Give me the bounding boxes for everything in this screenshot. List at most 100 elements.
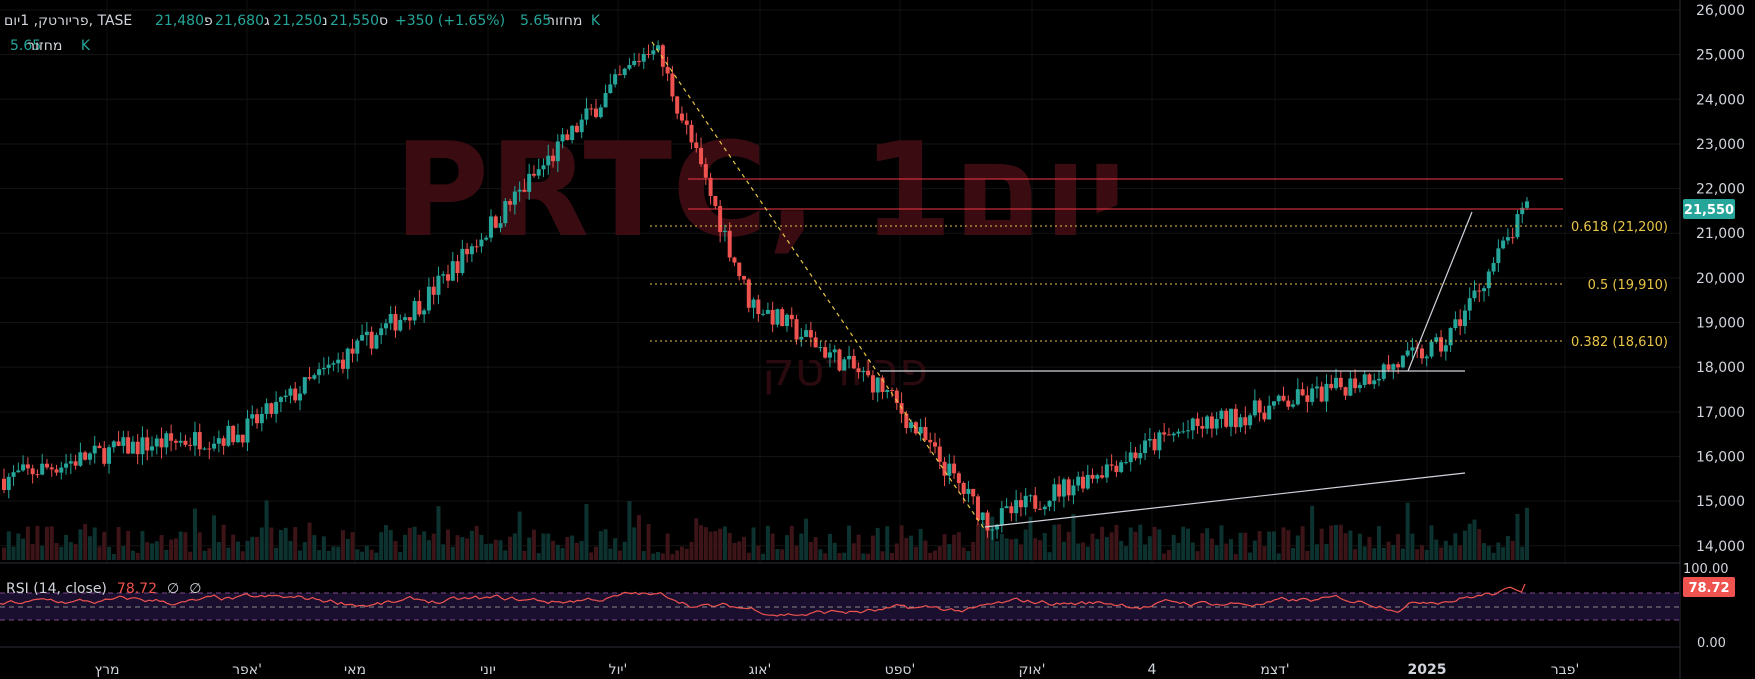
candle-body (1061, 479, 1066, 497)
candle-body (493, 216, 498, 228)
candle-body (317, 369, 322, 376)
volume-bar (995, 541, 1000, 560)
candle-body (990, 529, 995, 531)
volume-bar (54, 543, 59, 560)
candle-body (1128, 452, 1133, 463)
candle-body (1190, 418, 1195, 431)
candle-body (1100, 475, 1105, 478)
candle-body (594, 108, 599, 118)
volume-bar (913, 546, 918, 560)
volume-bar (1090, 533, 1095, 560)
volume-bar (1314, 544, 1319, 560)
volume-bar (675, 550, 680, 560)
candle-body (1143, 440, 1148, 454)
volume-bar (1520, 546, 1525, 560)
candle-body (255, 414, 260, 424)
volume-bar (455, 535, 460, 560)
volume-bar (44, 526, 49, 560)
volume-bar (1386, 541, 1391, 560)
candle-body (851, 355, 856, 369)
candle-body (1357, 384, 1362, 389)
fib-trend-line[interactable] (651, 41, 986, 531)
volume-bar (1448, 545, 1453, 560)
volume-bar (92, 527, 97, 560)
candle-body (1496, 248, 1501, 263)
candle-body (947, 463, 952, 476)
header-high: ג21,680 (215, 13, 270, 29)
candle-body (689, 124, 694, 143)
volume-bar (1123, 546, 1128, 560)
candle-body (1076, 476, 1081, 486)
volume-bar (1400, 548, 1405, 560)
candle-body (1458, 319, 1463, 326)
volume-bar (966, 551, 971, 560)
candle-body (880, 377, 885, 393)
candle-body (1505, 237, 1510, 241)
candle-body (398, 319, 403, 331)
volume-bar (622, 541, 627, 560)
candle-body (751, 299, 756, 308)
volume-bar (1152, 526, 1157, 560)
volume-bar (1439, 547, 1444, 560)
candle-body (1205, 416, 1210, 429)
header-close: ס21,550 (330, 13, 388, 29)
volume-bar (1023, 529, 1028, 560)
volume-bar (364, 545, 369, 560)
volume-bar (570, 535, 575, 560)
candle-body (278, 397, 283, 402)
candle-body (116, 441, 121, 446)
support-trendline[interactable] (984, 472, 1466, 528)
candle-body (1448, 328, 1453, 346)
volume-bar (245, 540, 250, 560)
volume-bar (1162, 553, 1167, 560)
volume-bar (1467, 523, 1472, 560)
volume-bar (617, 550, 622, 560)
candle-body (1209, 416, 1214, 429)
candle-body (1291, 404, 1296, 407)
candle-body (1305, 395, 1310, 402)
candle-body (961, 482, 966, 494)
candle-body (192, 432, 197, 446)
candle-body (589, 108, 594, 110)
candle-body (890, 390, 895, 392)
volume-legend: מחזור5.65 K (10, 38, 91, 54)
volume-bar (975, 524, 980, 560)
candle-body (379, 328, 384, 336)
volume-bar (235, 541, 240, 560)
volume-bar (173, 538, 178, 560)
candle-body (813, 337, 818, 348)
candle-body (708, 177, 713, 196)
volume-bar (407, 527, 412, 560)
candle-body (374, 335, 379, 349)
volume-bar (1405, 502, 1410, 560)
volume-bar (1357, 533, 1362, 560)
volume-bar (1143, 544, 1148, 560)
volume-bar (1267, 531, 1272, 560)
volume-bar (1195, 551, 1200, 560)
candle-body (622, 68, 627, 76)
volume-bar (1042, 533, 1047, 560)
volume-bar (1486, 545, 1491, 560)
volume-bar (135, 552, 140, 560)
candle-body (794, 319, 799, 340)
candle-body (126, 437, 131, 454)
volume-bar (527, 537, 532, 560)
candle-body (932, 442, 937, 447)
volume-bar (708, 531, 713, 560)
volume-bar (904, 537, 909, 560)
volume-bar (321, 536, 326, 560)
candle-body (465, 248, 470, 255)
candle-body (651, 50, 656, 55)
volume-bar (694, 518, 699, 560)
breakout-line[interactable] (1407, 211, 1473, 372)
volume-bar (73, 544, 78, 560)
candle-body (450, 261, 455, 281)
candle-body (799, 336, 804, 340)
candle-body (1009, 506, 1014, 514)
volume-bar (288, 540, 293, 560)
price-tick-label: 23,000 (1696, 137, 1745, 153)
volume-bar (298, 550, 303, 560)
candle-body (574, 125, 579, 133)
volume-bar (498, 540, 503, 560)
